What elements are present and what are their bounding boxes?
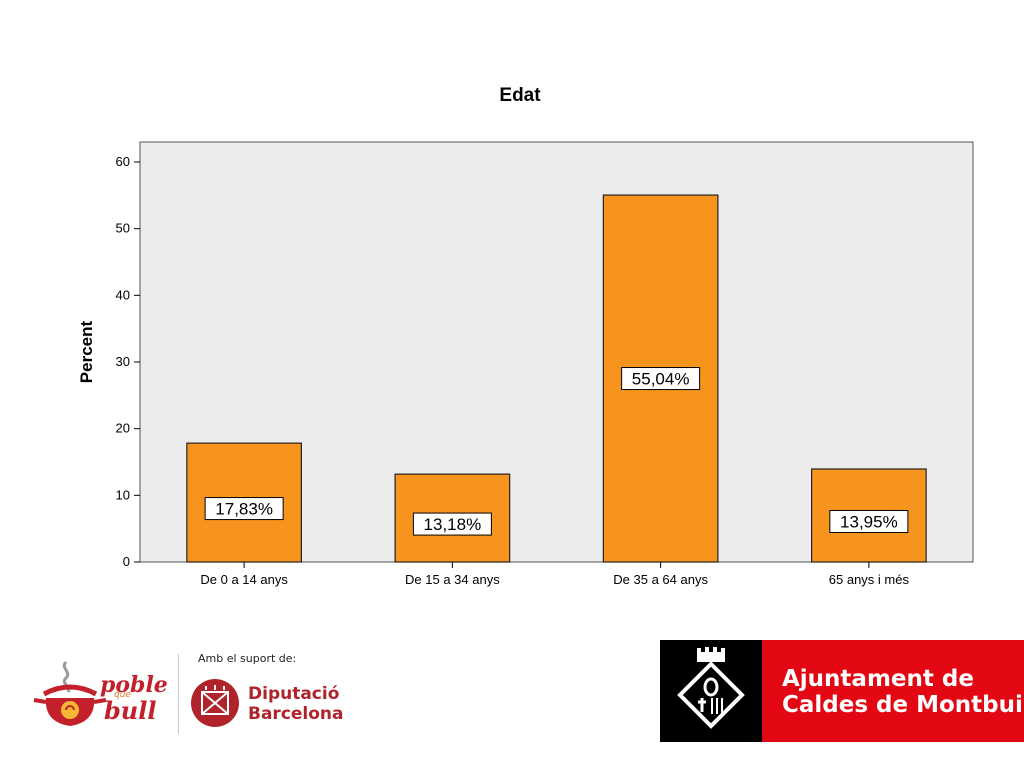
y-tick-label: 20: [116, 421, 130, 436]
y-tick-label: 10: [116, 487, 130, 502]
ajuntament-name-line2: Caldes de Montbui: [782, 692, 1023, 718]
coat-of-arms-icon: [677, 647, 745, 729]
x-tick-label: 65 anys i més: [829, 572, 910, 587]
data-label: 17,83%: [215, 500, 273, 519]
data-label: 13,18%: [424, 515, 482, 534]
y-tick-label: 30: [116, 354, 130, 369]
diputacio-name-line1: Diputació: [248, 684, 340, 704]
support-text: Amb el suport de:: [198, 652, 297, 665]
y-axis: 0 10 20 30 40 50 60: [116, 154, 140, 569]
x-tick-label: De 15 a 34 anys: [405, 572, 500, 587]
logo-divider: [178, 654, 179, 734]
x-tick-label: De 35 a 64 anys: [613, 572, 708, 587]
ajuntament-shield-panel: [660, 640, 762, 742]
y-axis-label: Percent: [77, 320, 96, 383]
data-label-box: [412, 512, 492, 536]
diputacio-barcelona-logo-icon: [191, 679, 239, 727]
y-tick-label: 40: [116, 287, 130, 302]
diputacio-name-line2: Barcelona: [248, 704, 344, 724]
data-label-box: [621, 367, 701, 391]
x-axis: De 0 a 14 anys De 15 a 34 anys De 35 a 64 …: [200, 562, 909, 587]
chart-title: Edat: [499, 85, 541, 106]
x-tick-label: De 0 a 14 anys: [200, 572, 288, 587]
data-label-box: [204, 497, 284, 521]
bars-group: 17,83% 13,18% 55,04% 13,95%: [186, 194, 927, 563]
ajuntament-logo: Ajuntament de Caldes de Montbui: [660, 640, 1024, 742]
ajuntament-name-panel: Ajuntament de Caldes de Montbui: [762, 640, 1024, 742]
data-label: 55,04%: [632, 370, 690, 389]
poble-que-bull-text-1: poble: [100, 672, 168, 698]
poble-que-bull-text-que: que: [114, 690, 131, 700]
data-label-box: [829, 510, 909, 533]
y-tick-label: 0: [123, 554, 130, 569]
poble-que-bull-text-2: bull: [104, 696, 157, 725]
y-tick-label: 50: [116, 221, 130, 236]
ajuntament-name-line1: Ajuntament de: [782, 666, 974, 692]
partner-logos: poble que bull Amb el suport de: Diputac…: [30, 640, 360, 740]
bar-chart: Edat 0 10 20 30 40 50 60 17,83% 13,18% 55,04% 13,…: [77, 85, 974, 587]
poble-que-bull-logo-icon: [33, 660, 107, 726]
y-tick-label: 60: [116, 154, 130, 169]
data-label: 13,95%: [840, 513, 898, 532]
